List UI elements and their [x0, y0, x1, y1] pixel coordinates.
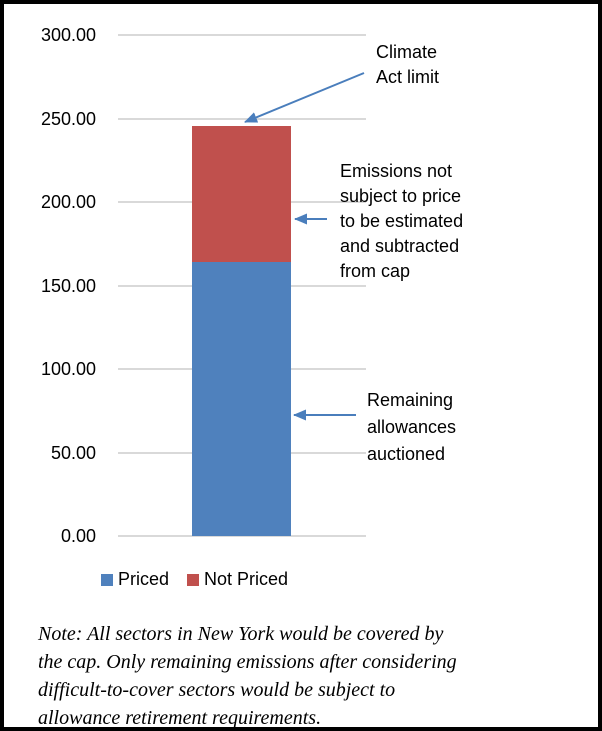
legend-label-not-priced: Not Priced	[204, 569, 289, 589]
legend-swatch-priced	[101, 573, 113, 586]
y-tick-label: 50.00	[50, 442, 96, 463]
annotation-climate-act-limit: Climate Act limit	[376, 42, 439, 87]
y-tick-label: 250.00	[40, 108, 96, 129]
legend-label-priced: Priced	[118, 569, 170, 589]
y-tick-label: 150.00	[40, 275, 96, 296]
y-tick-label: 0.00	[60, 526, 96, 546]
legend: Priced Not Priced	[101, 569, 306, 590]
annotation-remaining-allowances: Remaining allowances auctioned	[367, 390, 457, 464]
y-tick-label: 300.00	[40, 25, 96, 45]
gridline	[118, 535, 366, 537]
bar-segment-not-priced	[192, 126, 291, 263]
legend-item-not-priced: Not Priced	[187, 569, 288, 590]
y-tick-label: 100.00	[40, 359, 96, 379]
annotation-emissions-not-priced: Emissions not subject to price to be est…	[340, 161, 464, 281]
note-text: Note: All sectors in New York would be c…	[38, 623, 457, 729]
stacked-bar	[192, 35, 291, 536]
y-tick-label: 200.00	[40, 192, 96, 212]
gridline	[118, 34, 366, 36]
legend-item-priced: Priced	[101, 569, 169, 590]
gridline	[118, 117, 366, 120]
legend-swatch-not-priced	[187, 573, 200, 586]
bar-segment-priced	[192, 262, 291, 536]
